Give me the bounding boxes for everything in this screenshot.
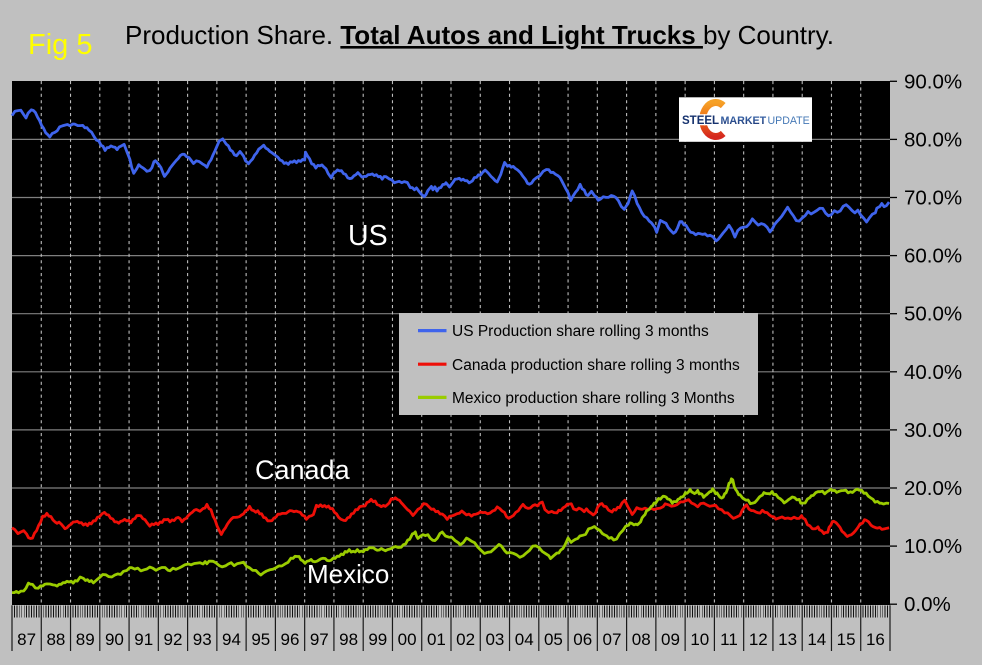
svg-text:40.0%: 40.0% <box>904 361 962 384</box>
svg-text:Fig 5: Fig 5 <box>28 29 92 61</box>
svg-text:14: 14 <box>807 630 826 649</box>
svg-text:96: 96 <box>281 630 300 649</box>
svg-text:11: 11 <box>720 630 738 649</box>
svg-text:10.0%: 10.0% <box>904 535 962 558</box>
svg-text:UPDATE: UPDATE <box>768 115 810 127</box>
svg-text:90: 90 <box>105 630 124 649</box>
svg-text:91: 91 <box>134 630 153 649</box>
svg-text:70.0%: 70.0% <box>904 187 962 210</box>
svg-text:98: 98 <box>339 630 358 649</box>
svg-text:94: 94 <box>222 630 241 649</box>
svg-text:03: 03 <box>485 630 504 649</box>
svg-text:95: 95 <box>251 630 270 649</box>
svg-text:0.0%: 0.0% <box>904 593 951 616</box>
svg-text:STEEL: STEEL <box>682 115 719 127</box>
svg-text:30.0%: 30.0% <box>904 419 962 442</box>
svg-text:06: 06 <box>573 630 592 649</box>
svg-text:80.0%: 80.0% <box>904 128 962 151</box>
svg-text:US Production share rolling 3: US Production share rolling 3 months <box>452 323 709 340</box>
svg-text:04: 04 <box>515 630 534 649</box>
svg-text:12: 12 <box>749 630 768 649</box>
svg-text:MARKET: MARKET <box>721 115 767 127</box>
svg-text:08: 08 <box>632 630 651 649</box>
svg-text:07: 07 <box>603 630 622 649</box>
svg-text:Mexico: Mexico <box>307 559 389 589</box>
svg-text:Production Share. Total Autos: Production Share. Total Autos and Light … <box>125 20 834 50</box>
svg-text:Canada: Canada <box>255 455 351 485</box>
svg-text:00: 00 <box>398 630 417 649</box>
svg-text:90.0%: 90.0% <box>904 70 962 93</box>
svg-text:13: 13 <box>778 630 797 649</box>
svg-text:20.0%: 20.0% <box>904 477 962 500</box>
svg-text:15: 15 <box>837 630 856 649</box>
svg-text:05: 05 <box>544 630 563 649</box>
svg-text:US: US <box>348 220 388 252</box>
svg-text:60.0%: 60.0% <box>904 245 962 268</box>
svg-text:87: 87 <box>17 630 36 649</box>
svg-text:Canada production share rollin: Canada production share rolling 3 months <box>452 357 740 374</box>
svg-text:92: 92 <box>164 630 183 649</box>
svg-text:97: 97 <box>310 630 329 649</box>
svg-text:09: 09 <box>661 630 680 649</box>
svg-text:Mexico production share rollin: Mexico production share rolling 3 Months <box>452 390 735 407</box>
svg-text:88: 88 <box>46 630 65 649</box>
svg-text:93: 93 <box>193 630 212 649</box>
svg-text:16: 16 <box>866 630 885 649</box>
svg-text:99: 99 <box>368 630 387 649</box>
svg-text:02: 02 <box>456 630 475 649</box>
svg-text:01: 01 <box>427 630 446 649</box>
svg-text:50.0%: 50.0% <box>904 303 962 326</box>
svg-text:10: 10 <box>690 630 709 649</box>
svg-text:89: 89 <box>76 630 95 649</box>
